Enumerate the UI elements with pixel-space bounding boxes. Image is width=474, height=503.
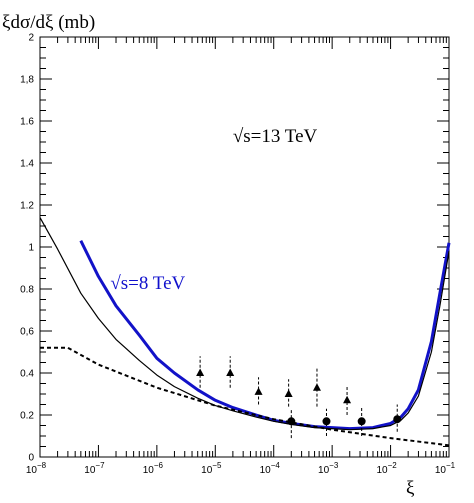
- x-tick-label: 10−7: [84, 461, 105, 476]
- circle-marker: [322, 417, 331, 426]
- curve-black-13tev: [39, 217, 450, 431]
- x-tick-label: 10−6: [143, 461, 164, 476]
- x-tick-label: 10−4: [260, 461, 281, 476]
- y-tick-label: 1.6: [20, 117, 34, 128]
- y-tick-label: 1: [28, 243, 34, 254]
- y-tick-label: 1.2: [20, 201, 34, 212]
- x-tick-label: 10−1: [435, 461, 456, 476]
- y-tick-label: 1,8: [20, 75, 34, 86]
- plot-area: 0 0.2 0.4 0,6 0.8 1 1.2 1.4 1.6 1,8 2 10−8 10−7 10−6 1…: [20, 33, 456, 477]
- triangle-marker: [254, 387, 263, 395]
- y-tick-label: 2: [28, 33, 34, 44]
- x-tick-label: 10−8: [26, 461, 47, 476]
- circle-marker: [393, 415, 402, 424]
- triangle-marker: [343, 395, 352, 404]
- x-axis-title: ξ: [406, 478, 415, 499]
- y-axis-title: ξdσ/dξ (mb): [2, 12, 95, 33]
- y-tick-label: 0: [28, 453, 34, 464]
- plot-frame: [39, 36, 450, 458]
- x-tick-label: 10−5: [201, 461, 222, 476]
- annotation-8tev: √s=8 TeV: [110, 273, 185, 294]
- circle-marker: [357, 417, 366, 426]
- y-tick-label: 0.8: [20, 285, 34, 296]
- curve-blue-8tev: [79, 240, 451, 431]
- y-tick-label: 0,6: [20, 327, 34, 338]
- triangle-marker: [312, 383, 321, 391]
- x-tick-label: 10−2: [376, 461, 397, 476]
- y-tick-label: 0.4: [20, 369, 34, 380]
- y-tick-label: 0.2: [20, 411, 34, 422]
- triangle-marker: [196, 368, 205, 376]
- annotation-13tev: √s=13 TeV: [233, 126, 318, 147]
- curve-dashed: [40, 346, 450, 447]
- y-tick-label: 1.4: [20, 159, 34, 170]
- x-tick-label: 10−3: [318, 461, 339, 476]
- circle-marker: [287, 417, 296, 426]
- triangle-marker: [284, 389, 293, 397]
- triangle-marker: [226, 368, 235, 376]
